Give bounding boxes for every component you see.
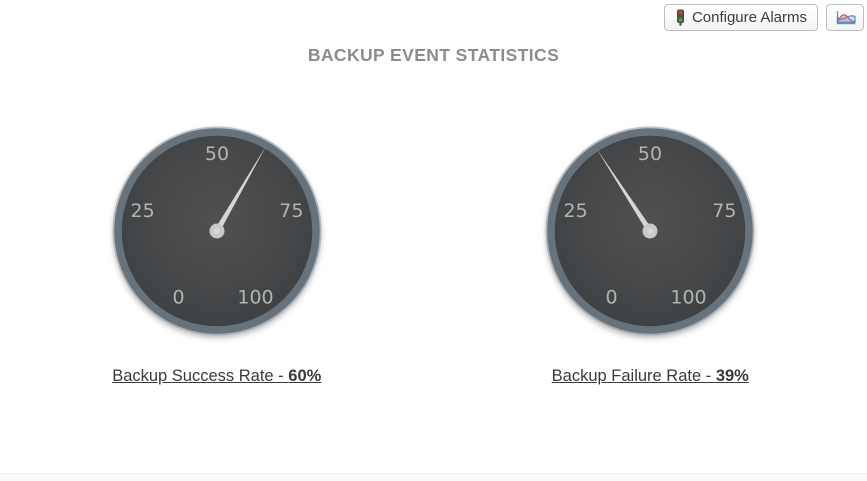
traffic-light-icon [675, 9, 686, 26]
gauge-tick-label: 75 [713, 200, 737, 222]
gauge-outer-edge [545, 126, 755, 336]
gauge-tick-label: 0 [606, 287, 618, 309]
gauge-success-value: 60% [288, 367, 322, 385]
gauge-failure: 0 25 50 75 100 [545, 126, 755, 336]
toolbar: Configure Alarms [663, 4, 864, 31]
configure-alarms-label: Configure Alarms [691, 9, 807, 26]
gauge-outer-edge [112, 126, 322, 336]
gauge-tick-label: 100 [237, 287, 273, 309]
gauge-tick-label: 50 [205, 143, 229, 165]
gauge-needle-hub-center [647, 228, 654, 234]
gauge-needle [214, 145, 267, 233]
gauge-panel-success: 0 25 50 75 100 Backup Success Rate - 60% [0, 126, 434, 386]
gauge-success-label[interactable]: Backup Success Rate - 60% [112, 367, 321, 386]
gauge-needle-hub-center [213, 228, 220, 234]
gauge-failure-value: 39% [715, 367, 749, 385]
gauge-panel-failure: 0 25 50 75 100 Backup Failure Rate - 39% [434, 126, 867, 386]
performance-chart-button[interactable] [826, 4, 864, 31]
gauge-tick-label: 100 [671, 287, 707, 309]
gauge-success-label-text: Backup Success Rate - [112, 367, 289, 385]
gauge-tick-label: 0 [172, 287, 184, 309]
gauge-tick-label: 75 [279, 200, 303, 222]
configure-alarms-button[interactable]: Configure Alarms [663, 4, 818, 31]
gauge-tick-label: 50 [638, 143, 662, 165]
gauge-failure-label[interactable]: Backup Failure Rate - 39% [552, 367, 749, 386]
gauge-failure-label-text: Backup Failure Rate - [551, 367, 716, 385]
gauge-success: 0 25 50 75 100 [112, 126, 322, 336]
gauge-tick-label: 25 [130, 200, 154, 222]
gauges-row: 0 25 50 75 100 Backup Success Rate - 60% 0 25… [0, 126, 867, 386]
page-title: BACKUP EVENT STATISTICS [307, 45, 560, 65]
bottom-strip [0, 473, 867, 481]
gauge-needle [596, 148, 653, 233]
line-chart-icon [835, 10, 856, 26]
gauge-tick-label: 25 [564, 200, 588, 222]
